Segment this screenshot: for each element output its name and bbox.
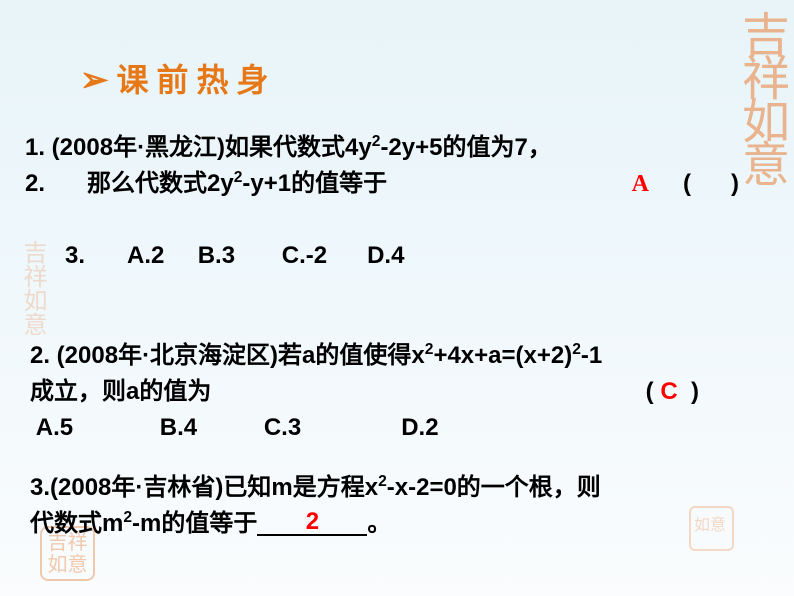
q2-line1: 2. (2008年·北京海淀区)若a的值使得x2+4x+a=(x+2)2-1 <box>30 338 769 374</box>
q3-line2: 代数式m2-m的值等于2。 <box>30 506 769 542</box>
q1-l1a: 1. (2008年·黑龙江)如果代数式4y <box>25 134 372 161</box>
q1-line3: 3. A.2 B.3 C.-2 D.4 <box>25 202 769 310</box>
paren-open: ( <box>683 170 691 197</box>
q3-blank: 2 <box>257 510 367 536</box>
q3-l2b: -m的值等于 <box>132 510 257 537</box>
q3-answer: 2 <box>306 508 319 535</box>
section-title-text: 课前热身 <box>117 62 277 98</box>
q3-l1b: -x-2=0的一个根，则 <box>387 474 601 501</box>
q1-l1b: -2y+5的值为7， <box>380 134 551 161</box>
q2-l1a: 2. (2008年·北京海淀区)若a的值使得x <box>30 342 425 369</box>
section-title: ➢课前热身 <box>80 55 277 101</box>
paren-close: ) <box>731 170 739 197</box>
q1-paren: ( ) <box>683 166 739 202</box>
q1-options: A.2 B.3 C.-2 D.4 <box>127 242 404 269</box>
exponent: 2 <box>572 341 581 358</box>
q3-l2c: 。 <box>367 510 391 537</box>
paren-open: ( <box>646 378 654 405</box>
exponent: 2 <box>123 509 132 526</box>
q1-line1: 1. (2008年·黑龙江)如果代数式4y2-2y+5的值为7， <box>25 130 769 166</box>
q2-answer: C <box>660 378 677 405</box>
q3-l1a: 3.(2008年·吉林省)已知m是方程x <box>30 474 378 501</box>
q1-line2: 2.那么代数式2y2-y+1的值等于 ( ) A <box>25 166 769 202</box>
content: 1. (2008年·黑龙江)如果代数式4y2-2y+5的值为7， 2.那么代数式… <box>25 130 769 542</box>
q2-l2a: 成立，则a的值为 <box>30 378 211 405</box>
q2-line2: 成立，则a的值为 ( C ) <box>30 374 769 410</box>
q1-answer: A <box>632 166 649 202</box>
q2-l1b: +4x+a=(x+2) <box>433 342 572 369</box>
q1-l2b: 那么代数式2y <box>87 170 234 197</box>
q2-l1c: -1 <box>581 342 602 369</box>
q3-line1: 3.(2008年·吉林省)已知m是方程x2-x-2=0的一个根，则 <box>30 470 769 506</box>
q2-line3: A.5 B.4 C.3 D.2 <box>30 410 769 446</box>
exponent: 2 <box>378 473 387 490</box>
q3-l2a: 代数式m <box>30 510 123 537</box>
arrow-icon: ➢ <box>80 62 109 99</box>
question-3: 3.(2008年·吉林省)已知m是方程x2-x-2=0的一个根，则 代数式m2-… <box>25 470 769 542</box>
q2-paren: ( C ) <box>646 374 699 410</box>
paren-close: ) <box>691 378 699 405</box>
q1-l2c: -y+1的值等于 <box>242 170 387 197</box>
q1-l3num: 3. <box>65 242 85 269</box>
q1-l2num: 2. <box>25 170 45 197</box>
question-2: 2. (2008年·北京海淀区)若a的值使得x2+4x+a=(x+2)2-1 成… <box>25 338 769 446</box>
question-1: 1. (2008年·黑龙江)如果代数式4y2-2y+5的值为7， 2. 那么代数式… <box>25 130 769 310</box>
